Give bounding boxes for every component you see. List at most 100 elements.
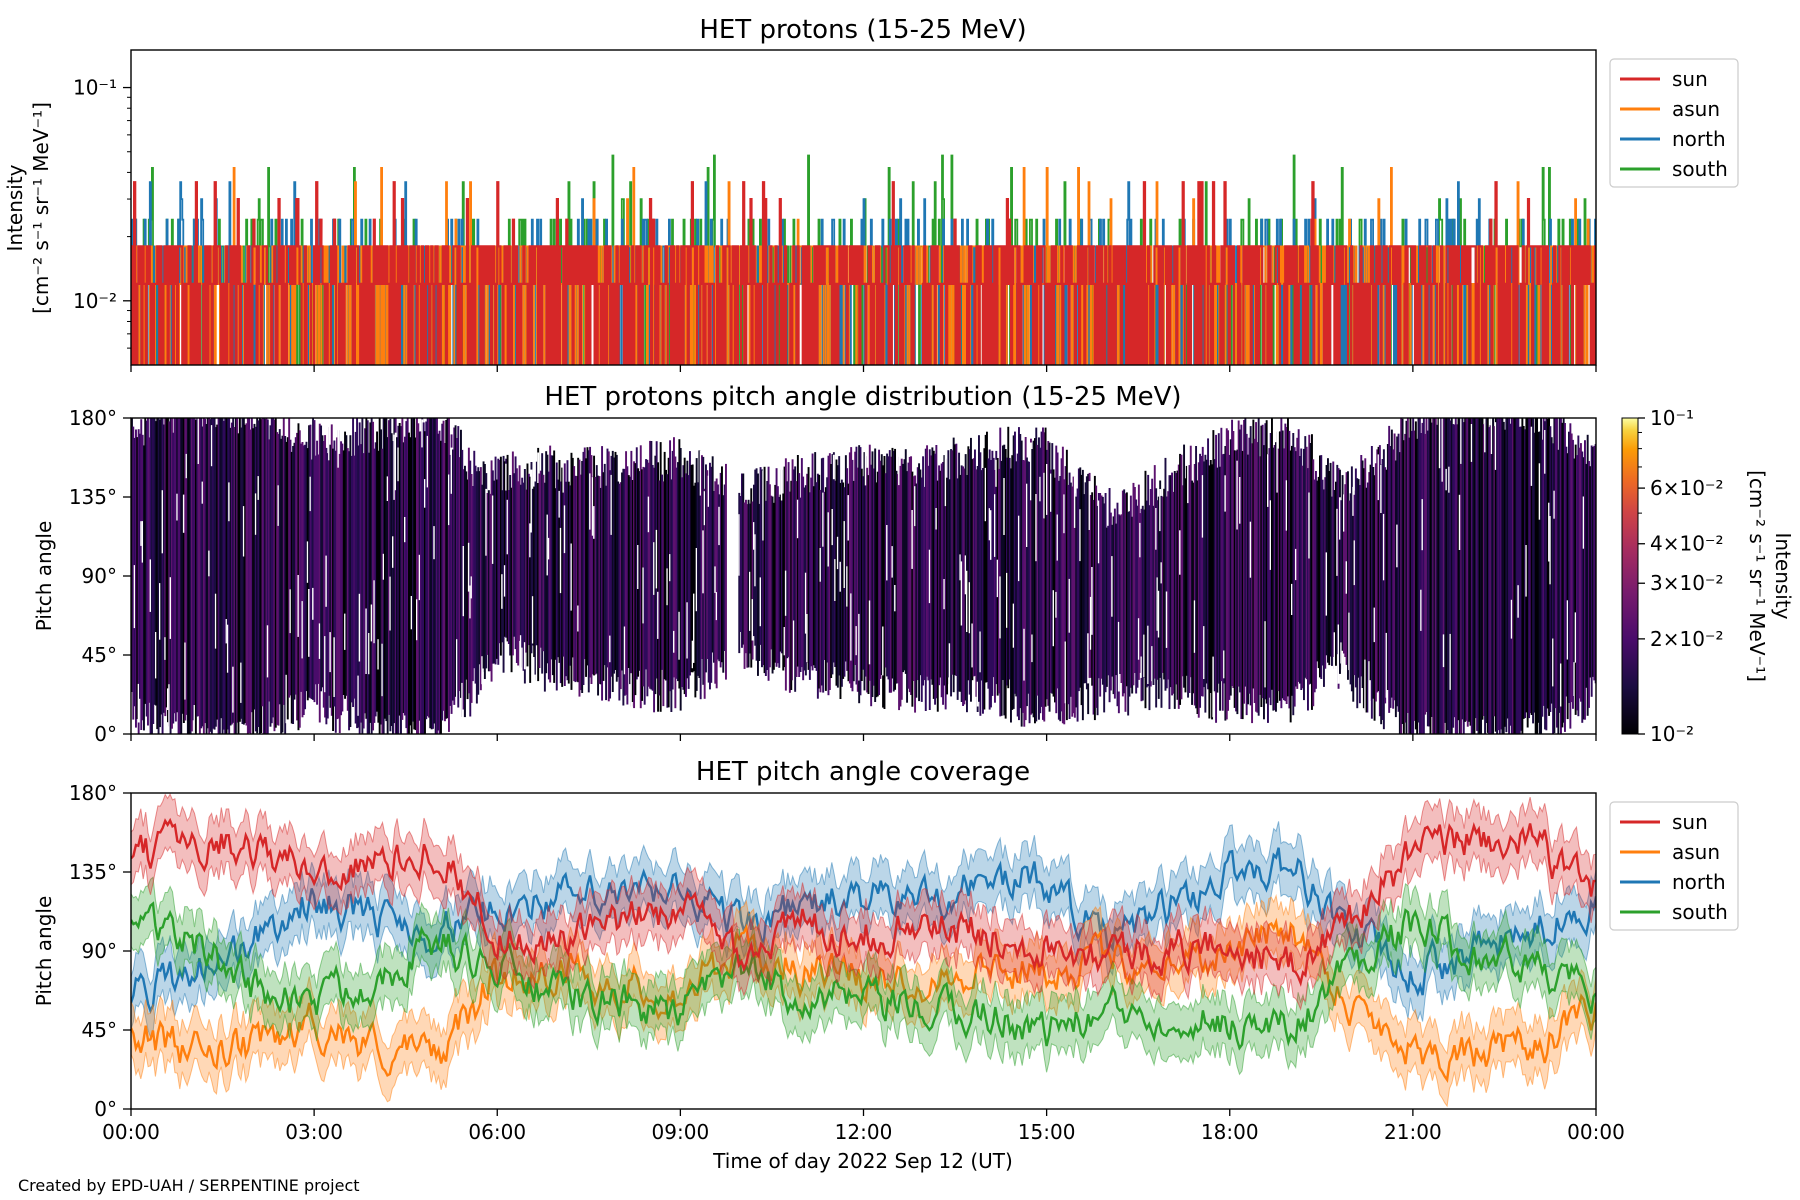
pad-cell xyxy=(1381,459,1384,720)
pad-cell xyxy=(477,467,480,695)
pad-cell xyxy=(1149,489,1152,687)
pad-cell xyxy=(1189,445,1192,678)
pad-cell xyxy=(1452,424,1455,728)
pad-cell xyxy=(828,453,831,690)
pad-empty-cell xyxy=(1339,497,1341,540)
pad-empty-cell xyxy=(1340,642,1343,664)
pad-empty-cell xyxy=(306,541,309,583)
pad-cell xyxy=(224,418,227,734)
pad-cell xyxy=(1131,516,1134,694)
pad-cell xyxy=(264,418,267,734)
pad-cell xyxy=(799,497,802,672)
pad-cell xyxy=(1092,499,1095,715)
pad-cell xyxy=(525,489,528,653)
pad-cell xyxy=(1468,418,1471,722)
pad-cell xyxy=(693,485,695,672)
pad-empty-cell xyxy=(979,631,982,673)
pad-cell xyxy=(583,447,586,660)
pad-cell xyxy=(155,421,157,706)
pad-cell xyxy=(1418,418,1421,734)
pad-cell xyxy=(272,418,275,718)
pad-cell xyxy=(308,425,311,698)
pad-cell xyxy=(1500,418,1503,730)
pad-cell xyxy=(705,464,707,673)
pad-empty-cell xyxy=(133,565,136,629)
pad-empty-cell xyxy=(1187,444,1190,504)
pad-cell xyxy=(1441,418,1444,734)
pad-empty-cell xyxy=(1291,583,1293,615)
pad-cell xyxy=(661,474,664,670)
pad-empty-cell xyxy=(855,626,858,656)
intensity-panel-title: HET protons (15-25 MeV) xyxy=(699,15,1026,45)
pad-cell xyxy=(281,435,284,733)
pad-cell xyxy=(1589,466,1592,678)
pad-cell xyxy=(697,482,699,676)
pad-y-ticks: 0° 45° 90° 135° 180° xyxy=(69,406,131,746)
pad-cell xyxy=(491,470,494,664)
pad-cell xyxy=(503,461,506,637)
pad-empty-cell xyxy=(1490,418,1493,454)
pad-empty-cell xyxy=(382,553,385,580)
pad-empty-cell xyxy=(1525,545,1528,597)
pad-cell xyxy=(1356,478,1359,709)
pad-cell xyxy=(753,484,755,637)
pad-cell xyxy=(302,445,305,715)
pad-cell xyxy=(1516,418,1519,734)
pad-cell xyxy=(1221,454,1224,711)
pad-cell xyxy=(1561,422,1564,728)
pad-empty-cell xyxy=(506,499,509,555)
pad-cell xyxy=(257,420,260,727)
pad-cell xyxy=(1404,433,1407,723)
pad-empty-cell xyxy=(397,447,400,482)
pad-cell xyxy=(1251,443,1254,724)
pad-cell xyxy=(563,463,566,686)
pad-cell xyxy=(1183,444,1186,688)
pad-empty-cell xyxy=(714,566,717,593)
pad-empty-cell xyxy=(754,534,757,587)
pad-cell xyxy=(626,466,629,705)
pad-cell xyxy=(171,418,173,729)
pad-empty-cell xyxy=(819,548,822,582)
pad-empty-cell xyxy=(416,599,418,641)
pad-empty-cell xyxy=(531,596,534,644)
pad-cell xyxy=(1096,505,1099,716)
pad-empty-cell xyxy=(699,450,702,496)
pad-cell xyxy=(895,470,898,684)
pad-cell xyxy=(1560,418,1562,734)
pad-cell xyxy=(1581,451,1584,723)
pad-cell xyxy=(201,426,204,727)
pad-cell xyxy=(1453,424,1456,718)
pad-empty-cell xyxy=(167,688,169,710)
pad-cell xyxy=(939,470,942,678)
pad-cell xyxy=(852,480,855,682)
pad-cell xyxy=(513,473,516,637)
pad-cell xyxy=(603,463,606,666)
pad-cell xyxy=(1079,467,1082,688)
pad-cell xyxy=(1558,418,1561,713)
coverage-line-north xyxy=(131,847,1596,1015)
pad-cell xyxy=(1417,418,1420,723)
pad-cell xyxy=(1300,448,1303,690)
pad-cell xyxy=(1408,437,1411,734)
pad-cell xyxy=(178,418,181,734)
pad-cell xyxy=(1537,431,1540,723)
pad-cell xyxy=(742,473,745,645)
pad-cell xyxy=(1420,433,1423,734)
pad-cell xyxy=(284,436,287,734)
pad-cell xyxy=(1044,427,1047,707)
pad-empty-cell xyxy=(357,675,360,716)
pad-cell xyxy=(1011,455,1014,710)
pad-empty-cell xyxy=(1373,607,1376,643)
pad-empty-cell xyxy=(546,514,549,576)
pad-cell xyxy=(971,459,974,681)
pad-cell xyxy=(1553,418,1556,734)
pad-cell xyxy=(388,420,390,715)
pad-empty-cell xyxy=(469,585,472,619)
pad-cell xyxy=(978,435,980,702)
pad-cell xyxy=(1137,484,1140,680)
pad-cell xyxy=(1414,421,1417,730)
pad-empty-cell xyxy=(836,536,839,570)
pad-empty-cell xyxy=(911,510,914,569)
pad-empty-cell xyxy=(370,604,373,642)
